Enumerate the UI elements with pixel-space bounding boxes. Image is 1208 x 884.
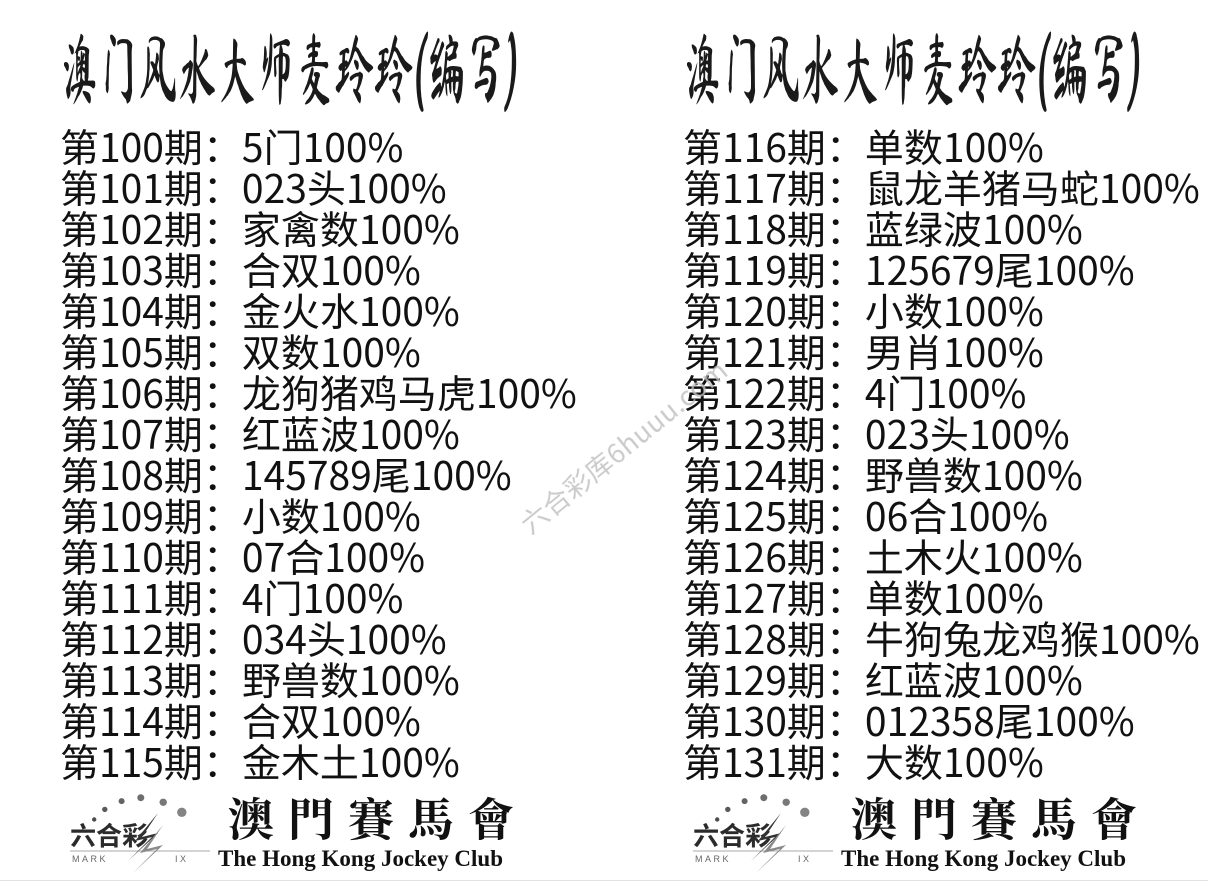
svg-text:IX: IX: [175, 854, 189, 864]
svg-text:MARK: MARK: [72, 854, 108, 864]
svg-text:MARK: MARK: [695, 854, 731, 864]
svg-text:IX: IX: [798, 854, 812, 864]
svg-text:六合彩: 六合彩: [693, 816, 771, 853]
svg-text:六合彩: 六合彩: [70, 816, 148, 853]
